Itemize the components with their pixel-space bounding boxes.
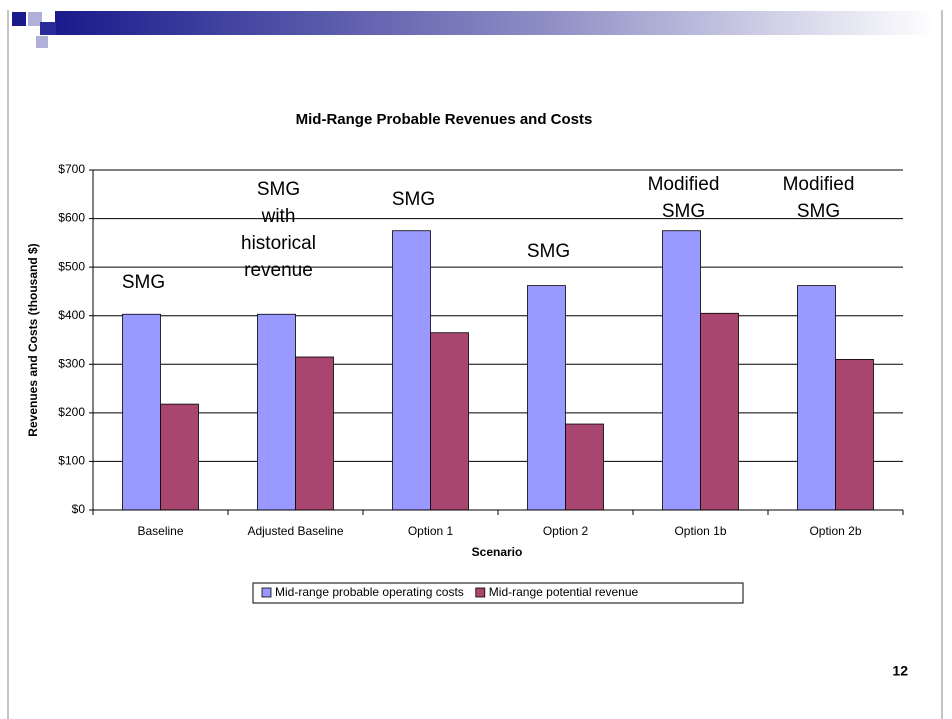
- annotation: SMG: [257, 179, 300, 200]
- header-square: [36, 36, 48, 48]
- bar: [797, 285, 836, 511]
- bar: [122, 313, 161, 511]
- annotation: historical: [241, 233, 316, 254]
- bar: [565, 423, 604, 511]
- legend-label: Mid-range probable operating costs: [275, 585, 464, 599]
- bar: [662, 230, 701, 511]
- y-tick-label: $400: [58, 308, 85, 322]
- y-tick-label: $600: [58, 211, 85, 225]
- annotation: Modified: [648, 174, 720, 195]
- y-tick-label: $200: [58, 405, 85, 419]
- y-tick-label: $0: [72, 502, 86, 516]
- annotation: SMG: [662, 201, 705, 222]
- legend-swatch: [475, 587, 486, 598]
- annotation: with: [261, 206, 296, 227]
- x-tick-label: Option 1: [408, 524, 454, 538]
- header-square: [40, 22, 56, 35]
- y-tick-label: $100: [58, 454, 85, 468]
- bar: [392, 230, 431, 511]
- header-square: [12, 12, 26, 26]
- y-axis-label: Revenues and Costs (thousand $): [26, 243, 40, 436]
- header-square: [28, 12, 42, 26]
- legend-box: [252, 582, 744, 604]
- bar: [835, 359, 874, 511]
- page-number: 12: [892, 663, 908, 679]
- x-tick-label: Option 1b: [674, 524, 726, 538]
- bar: [527, 285, 566, 511]
- annotation: SMG: [392, 189, 435, 210]
- bar: [700, 312, 739, 511]
- annotation: SMG: [122, 272, 165, 293]
- x-tick-label: Option 2: [543, 524, 589, 538]
- x-axis-label: Scenario: [472, 545, 523, 559]
- annotation: Modified: [783, 174, 855, 195]
- y-tick-label: $300: [58, 356, 85, 370]
- chart-title: Mid-Range Probable Revenues and Costs: [296, 111, 593, 128]
- bar: [295, 356, 334, 511]
- x-tick-label: Adjusted Baseline: [247, 524, 343, 538]
- annotation: SMG: [797, 201, 840, 222]
- bar: [257, 313, 296, 511]
- bar: [160, 403, 199, 511]
- header-bar: [55, 11, 935, 35]
- legend-label: Mid-range potential revenue: [489, 585, 639, 599]
- y-tick-label: $700: [58, 162, 85, 176]
- y-tick-label: $500: [58, 259, 85, 273]
- legend-swatch: [261, 587, 272, 598]
- x-tick-label: Baseline: [137, 524, 183, 538]
- bar: [430, 332, 469, 511]
- x-tick-label: Option 2b: [809, 524, 861, 538]
- annotation: revenue: [244, 260, 313, 281]
- annotation: SMG: [527, 241, 570, 262]
